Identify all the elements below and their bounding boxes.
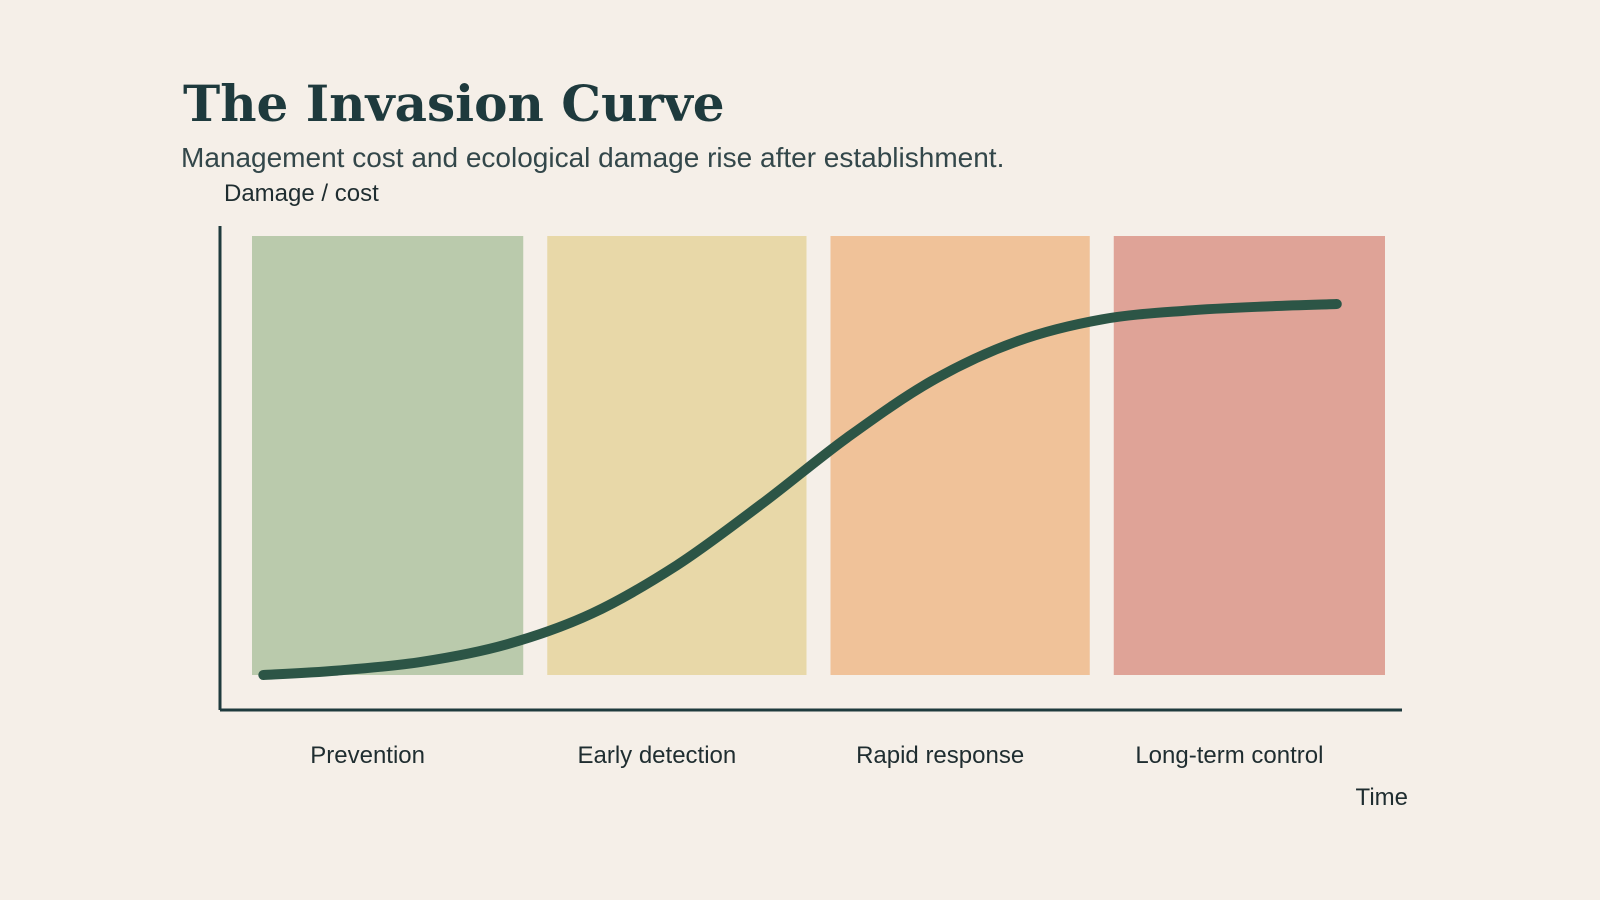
curve-line-0	[258, 299, 1342, 680]
phase-label-1: Early detection	[577, 742, 736, 769]
y-axis-label: Damage / cost	[224, 180, 379, 207]
chart-subtitle: Management cost and ecological damage ri…	[181, 142, 1005, 173]
curve-series	[258, 299, 1342, 680]
phase-label-0: Prevention	[310, 742, 425, 769]
phase-label-3: Long-term control	[1135, 742, 1323, 769]
chart-title: The Invasion Curve	[183, 74, 725, 133]
phase-bands	[252, 236, 1385, 675]
phase-band-1	[547, 236, 807, 675]
phase-band-2	[830, 236, 1090, 675]
phase-band-0	[252, 236, 524, 675]
x-axis-label: Time	[1356, 784, 1408, 811]
phase-label-2: Rapid response	[856, 742, 1024, 769]
phase-band-3	[1113, 236, 1385, 675]
phase-labels: Prevention Early detection Rapid response L…	[310, 742, 1323, 769]
